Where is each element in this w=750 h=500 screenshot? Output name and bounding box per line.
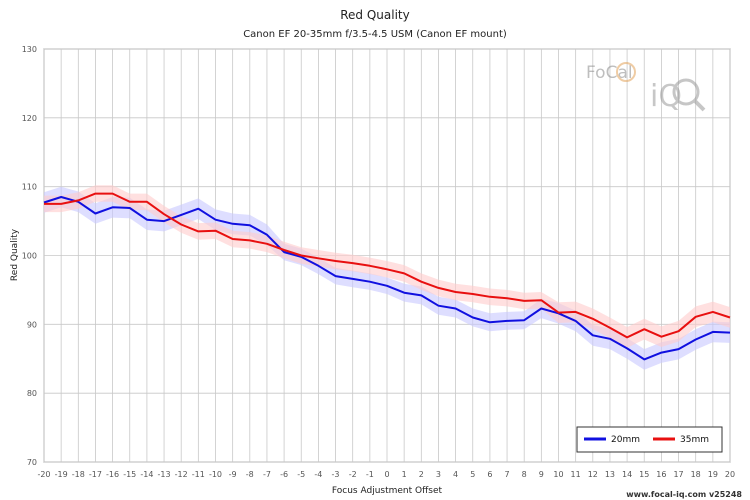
- x-tick-label: -11: [192, 470, 205, 479]
- y-tick-label: 130: [22, 45, 37, 54]
- watermark-magnifier-icon: [672, 78, 700, 106]
- x-tick-label: -20: [37, 470, 50, 479]
- x-tick-label: -7: [263, 470, 271, 479]
- x-tick-label: -19: [55, 470, 68, 479]
- x-tick-label: 5: [470, 470, 475, 479]
- x-tick-label: -10: [209, 470, 222, 479]
- x-tick-label: 12: [588, 470, 598, 479]
- y-axis-ticks: 70 80 90 100 110 120 130: [22, 45, 37, 467]
- x-tick-label: 18: [691, 470, 701, 479]
- chart-title: Red Quality: [340, 8, 410, 22]
- x-tick-label: -12: [175, 470, 188, 479]
- watermark-magnifier-handle-icon: [692, 98, 706, 112]
- x-tick-label: -9: [229, 470, 237, 479]
- x-tick-label: 6: [487, 470, 492, 479]
- y-tick-label: 90: [27, 320, 37, 329]
- x-tick-label: 17: [673, 470, 683, 479]
- x-axis-label: Focus Adjustment Offset: [332, 486, 443, 496]
- grid-lines: [43, 48, 731, 463]
- y-tick-label: 80: [27, 389, 37, 398]
- x-tick-label: 11: [571, 470, 581, 479]
- x-tick-label: 2: [419, 470, 424, 479]
- x-tick-label: 7: [505, 470, 510, 479]
- x-tick-label: 3: [436, 470, 441, 479]
- x-tick-label: 0: [384, 470, 389, 479]
- x-tick-label: -13: [158, 470, 171, 479]
- x-tick-label: -18: [72, 470, 85, 479]
- confidence-bands: [44, 185, 730, 370]
- x-tick-label: 19: [708, 470, 718, 479]
- x-tick-label: -16: [106, 470, 119, 479]
- y-tick-label: 110: [22, 183, 37, 192]
- x-tick-label: -2: [349, 470, 357, 479]
- chart-subtitle: Canon EF 20-35mm f/3.5-4.5 USM (Canon EF…: [243, 29, 507, 40]
- focal-iq-watermark: FoCal iQ: [586, 62, 706, 114]
- x-tick-label: -14: [140, 470, 153, 479]
- y-tick-label: 70: [27, 458, 37, 467]
- x-tick-label: -15: [123, 470, 136, 479]
- x-tick-label: -6: [280, 470, 288, 479]
- x-axis-ticks: -20 -19 -18 -17 -16 -15 -14 -13 -12 -11 -10 -9 -8 -7-…: [37, 470, 735, 479]
- x-tick-label: 13: [605, 470, 615, 479]
- x-tick-label: 16: [656, 470, 666, 479]
- x-tick-label: 10: [553, 470, 563, 479]
- legend-label-20mm: 20mm: [611, 435, 640, 445]
- watermark-ring-icon: [616, 62, 636, 82]
- x-tick-label: 20: [725, 470, 735, 479]
- x-tick-label: -1: [366, 470, 374, 479]
- y-axis-label: Red Quality: [10, 228, 20, 281]
- band-35mm: [44, 185, 730, 348]
- x-tick-label: 1: [402, 470, 407, 479]
- y-tick-label: 100: [22, 252, 37, 261]
- x-tick-label: -5: [297, 470, 305, 479]
- y-tick-label: 120: [22, 114, 37, 123]
- series-lines: [43, 192, 731, 361]
- band-20mm: [44, 186, 730, 370]
- x-tick-label: -17: [89, 470, 102, 479]
- watermark-text-focal: FoCal: [586, 63, 633, 83]
- series-line-20mm: [43, 196, 731, 361]
- x-tick-label: 15: [639, 470, 649, 479]
- x-tick-label: 14: [622, 470, 632, 479]
- x-tick-label: 9: [539, 470, 544, 479]
- x-tick-label: 8: [522, 470, 527, 479]
- legend-label-35mm: 35mm: [680, 435, 709, 445]
- footer-credit: www.focal-iq.com v25248: [626, 490, 742, 499]
- x-tick-label: -3: [332, 470, 340, 479]
- legend: 20mm 35mm: [576, 426, 723, 453]
- x-tick-label: 4: [453, 470, 458, 479]
- x-tick-label: -8: [246, 470, 254, 479]
- x-tick-label: -4: [314, 470, 322, 479]
- series-line-35mm: [44, 192, 731, 339]
